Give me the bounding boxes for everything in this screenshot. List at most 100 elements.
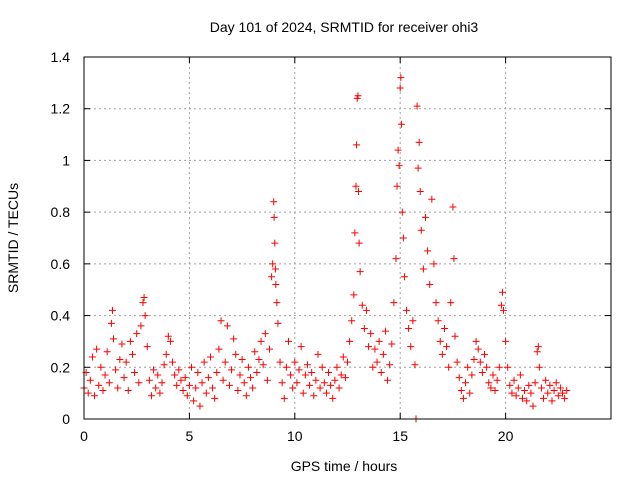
data-point: [196, 402, 204, 410]
data-point: [470, 356, 478, 364]
data-point: [546, 381, 554, 389]
data-point: [213, 368, 221, 376]
data-point: [284, 337, 292, 345]
x-tick-label: 5: [186, 428, 194, 444]
data-point: [512, 392, 520, 400]
data-point: [535, 363, 543, 371]
data-point: [472, 337, 480, 345]
data-point: [147, 392, 155, 400]
data-point: [506, 381, 514, 389]
x-tick-label: 20: [498, 428, 514, 444]
data-point: [396, 84, 404, 92]
data-point: [166, 337, 174, 345]
data-point: [238, 356, 246, 364]
data-point: [426, 281, 434, 289]
data-point: [177, 376, 185, 384]
data-point: [400, 273, 408, 281]
data-point: [91, 392, 99, 400]
data-point: [198, 379, 206, 387]
data-point: [360, 325, 368, 332]
data-point: [88, 353, 96, 361]
data-point: [261, 330, 269, 338]
data-point: [230, 335, 238, 343]
data-point: [278, 379, 286, 387]
data-point: [393, 182, 401, 190]
data-point: [242, 392, 250, 400]
data-point: [478, 368, 486, 376]
data-point: [502, 337, 510, 345]
data-point: [552, 379, 560, 387]
data-point: [394, 146, 402, 154]
data-point: [504, 363, 512, 371]
data-point: [124, 387, 132, 395]
data-point: [563, 387, 571, 395]
data-point: [204, 374, 212, 382]
data-point: [540, 394, 548, 402]
data-point: [438, 350, 446, 358]
data-point: [508, 389, 516, 397]
data-point: [272, 281, 280, 289]
data-point: [209, 384, 217, 392]
data-point: [371, 345, 379, 353]
data-point: [414, 164, 422, 172]
x-tick-label: 10: [287, 428, 303, 444]
data-point: [318, 363, 326, 371]
data-point: [301, 371, 309, 379]
y-tick-label: 0.4: [51, 308, 71, 324]
chart-title: Day 101 of 2024, SRMTID for receiver ohi…: [210, 19, 479, 35]
data-point: [542, 376, 550, 384]
data-point: [373, 358, 381, 366]
data-point: [362, 306, 370, 314]
data-point: [179, 387, 187, 395]
data-point: [483, 363, 491, 371]
data-point: [145, 376, 153, 384]
data-point: [447, 299, 455, 307]
data-point: [240, 379, 248, 387]
data-point: [247, 374, 255, 382]
data-point: [156, 389, 164, 397]
data-point: [140, 293, 148, 301]
data-point: [236, 371, 244, 379]
data-point: [287, 371, 295, 379]
data-point: [306, 381, 314, 389]
data-point: [268, 273, 276, 281]
data-point: [544, 389, 552, 397]
data-point: [108, 306, 116, 314]
data-point: [135, 379, 143, 387]
data-point: [211, 394, 219, 402]
data-point: [122, 358, 130, 366]
data-point: [445, 363, 453, 371]
data-point: [464, 363, 472, 371]
data-point: [118, 340, 126, 348]
data-point: [322, 389, 330, 397]
data-point: [325, 368, 333, 376]
data-point: [434, 317, 442, 325]
data-point: [525, 381, 533, 389]
data-point: [112, 366, 120, 374]
y-axis-label: SRMTID / TECUs: [5, 183, 21, 293]
data-point: [150, 366, 158, 374]
data-point: [487, 384, 495, 392]
data-point: [449, 203, 457, 211]
data-point: [221, 358, 229, 366]
data-point: [232, 350, 240, 358]
x-tick-label: 15: [392, 428, 408, 444]
data-point: [388, 340, 396, 348]
data-point: [251, 348, 259, 356]
data-point: [331, 376, 339, 384]
data-point: [413, 102, 421, 110]
data-point: [169, 358, 177, 366]
data-point: [312, 376, 320, 384]
data-point: [355, 239, 363, 247]
data-point: [310, 392, 318, 400]
data-point: [297, 343, 305, 351]
y-tick-label: 0: [62, 411, 70, 427]
data-point: [403, 306, 411, 314]
data-point: [354, 92, 362, 100]
data-point: [405, 325, 413, 332]
data-point: [126, 337, 134, 345]
data-point: [375, 337, 383, 345]
y-tick-label: 0.2: [51, 359, 71, 375]
data-point: [341, 374, 349, 382]
